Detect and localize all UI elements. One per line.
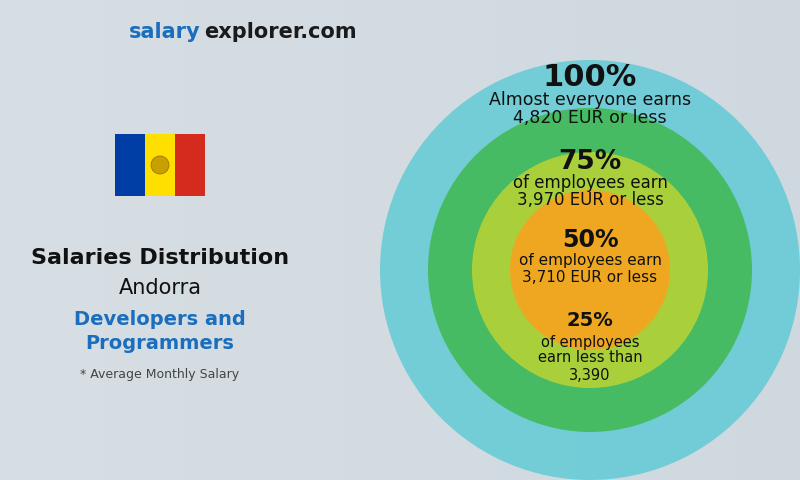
Text: of employees: of employees — [541, 335, 639, 349]
Text: explorer.com: explorer.com — [204, 22, 357, 42]
Bar — [115, 134, 145, 196]
Text: 25%: 25% — [566, 311, 614, 329]
Text: of employees earn: of employees earn — [513, 174, 667, 192]
Text: Andorra: Andorra — [118, 278, 202, 298]
Text: 3,390: 3,390 — [570, 369, 610, 384]
Text: Salaries Distribution: Salaries Distribution — [31, 248, 289, 268]
Text: 4,820 EUR or less: 4,820 EUR or less — [513, 109, 667, 127]
Circle shape — [510, 190, 670, 350]
Text: 100%: 100% — [543, 63, 637, 93]
Text: of employees earn: of employees earn — [518, 252, 662, 267]
Bar — [175, 134, 205, 196]
Text: * Average Monthly Salary: * Average Monthly Salary — [81, 368, 239, 381]
Circle shape — [472, 152, 708, 388]
Text: 3,710 EUR or less: 3,710 EUR or less — [522, 271, 658, 286]
Circle shape — [428, 108, 752, 432]
Text: Almost everyone earns: Almost everyone earns — [489, 91, 691, 109]
Text: 3,970 EUR or less: 3,970 EUR or less — [517, 191, 663, 209]
Text: 50%: 50% — [562, 228, 618, 252]
Text: earn less than: earn less than — [538, 350, 642, 365]
Text: salary: salary — [128, 22, 200, 42]
Circle shape — [380, 60, 800, 480]
Circle shape — [151, 156, 169, 174]
Text: Developers and: Developers and — [74, 310, 246, 329]
Text: Programmers: Programmers — [86, 334, 234, 353]
Bar — [145, 134, 175, 196]
Text: 75%: 75% — [558, 149, 622, 175]
